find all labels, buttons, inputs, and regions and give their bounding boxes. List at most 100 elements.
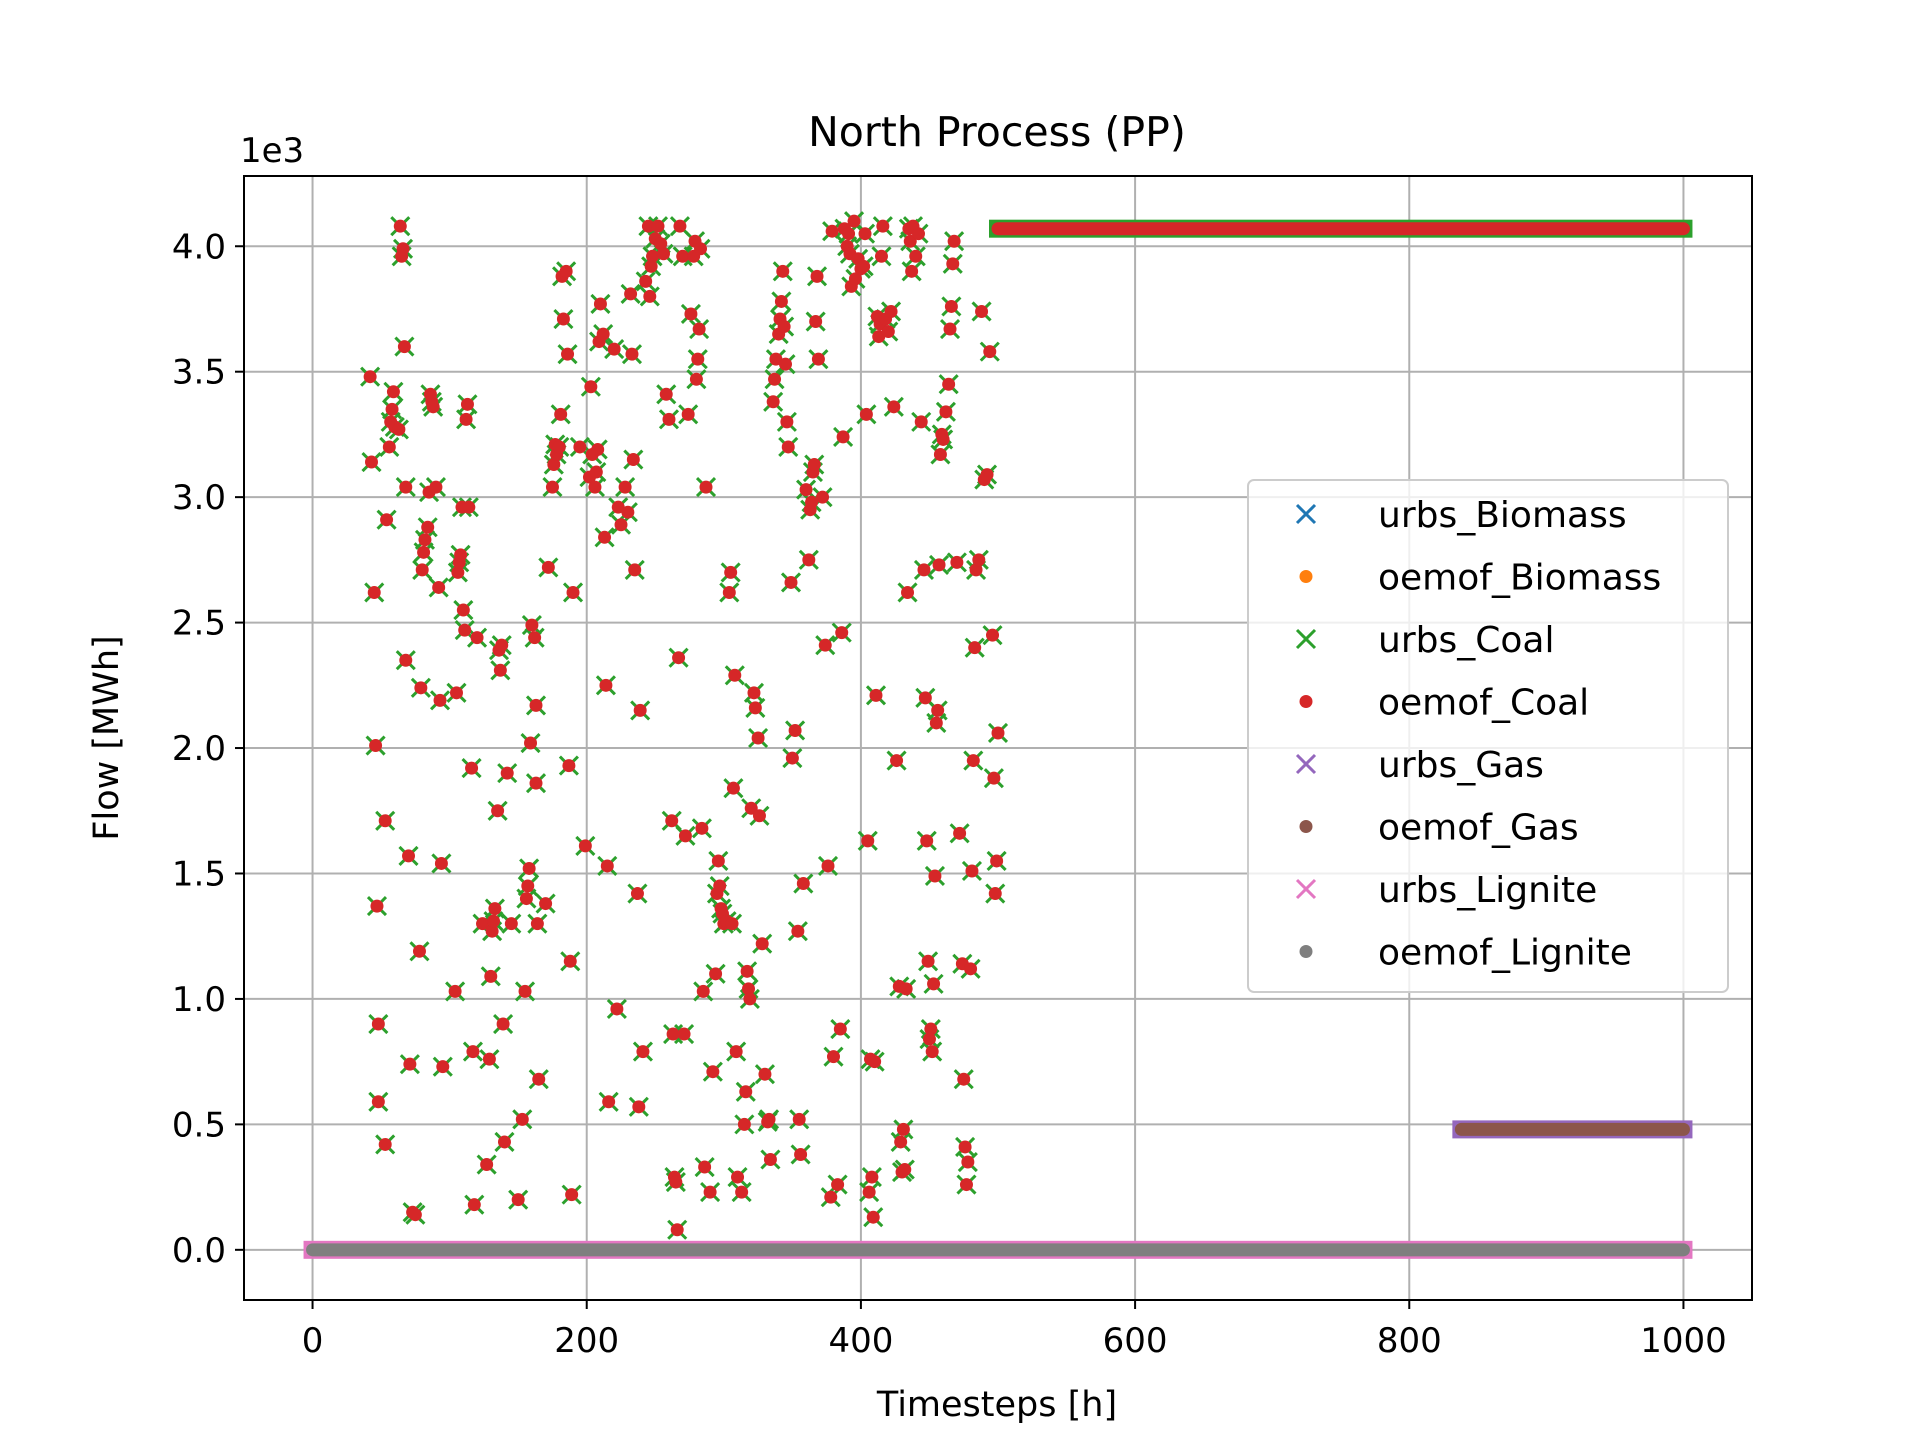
data-point (739, 1085, 753, 1099)
data-point (933, 447, 947, 461)
y-tick-label: 2.5 (172, 604, 226, 644)
data-point (552, 440, 566, 454)
data-point (788, 723, 802, 737)
data-point (578, 839, 592, 853)
data-point (588, 480, 602, 494)
data-point (504, 917, 518, 931)
data-point (393, 219, 407, 233)
data-point (810, 269, 824, 283)
chart-title: North Process (PP) (808, 108, 1186, 156)
data-point (614, 518, 628, 532)
data-point (676, 249, 690, 263)
data-point (421, 520, 435, 534)
data-point (921, 954, 935, 968)
series-oemof_Coal (363, 214, 1690, 1237)
data-point (728, 668, 742, 682)
data-point (371, 1017, 385, 1031)
data-point (947, 234, 961, 248)
data-point (589, 465, 603, 479)
data-point (946, 257, 960, 271)
data-point (740, 964, 754, 978)
data-point (364, 455, 378, 469)
data-point (432, 580, 446, 594)
data-point (865, 1170, 879, 1184)
data-point (748, 701, 762, 715)
data-point (831, 1178, 845, 1192)
data-point (969, 563, 983, 577)
data-point (487, 914, 501, 928)
data-point (961, 1155, 975, 1169)
data-point (703, 1185, 717, 1199)
legend-item: oemof_Lignite (1299, 933, 1632, 974)
data-point (482, 1052, 496, 1066)
data-point (554, 407, 568, 421)
data-point (722, 585, 736, 599)
data-point (600, 859, 614, 873)
data-point (630, 887, 644, 901)
data-point (518, 984, 532, 998)
x-tick-label: 600 (1103, 1321, 1168, 1361)
data-point (766, 395, 780, 409)
data-point (692, 322, 706, 336)
data-point (470, 631, 484, 645)
data-point (874, 249, 888, 263)
legend: urbs_Biomass oemof_Biomass urbs_Coal oemof_… (1247, 479, 1729, 993)
data-point (939, 405, 953, 419)
data-point (467, 1198, 481, 1212)
data-point (966, 754, 980, 768)
data-point (744, 801, 758, 815)
data-point-band (1454, 1122, 1690, 1136)
data-point (515, 1112, 529, 1126)
data-point (903, 234, 917, 248)
data-point (636, 1045, 650, 1059)
data-point (696, 984, 710, 998)
data-point (713, 879, 727, 893)
data-point (521, 879, 535, 893)
data-point (670, 1223, 684, 1237)
data-point (695, 821, 709, 835)
data-point (928, 869, 942, 883)
y-tick-label: 1.0 (172, 980, 226, 1020)
data-point (524, 736, 538, 750)
data-point (378, 814, 392, 828)
data-point (626, 453, 640, 467)
legend-item: urbs_Lignite (1295, 870, 1597, 911)
data-point (763, 1153, 777, 1166)
legend-label: urbs_Lignite (1378, 870, 1597, 911)
data-point (975, 304, 989, 318)
series-oemof_Gas (1454, 1122, 1690, 1136)
data-point (530, 917, 544, 931)
data-point (545, 480, 559, 494)
data-point (917, 563, 931, 577)
data-point (811, 352, 825, 366)
legend-label: oemof_Biomass (1378, 558, 1661, 599)
data-point (677, 1027, 691, 1041)
data-point (449, 686, 463, 700)
data-point (484, 969, 498, 983)
data-point (725, 917, 739, 931)
y-tick-label: 3.5 (172, 353, 226, 393)
data-point (493, 663, 507, 677)
data-point (953, 826, 967, 840)
data-point (363, 370, 377, 384)
legend-marker (1299, 695, 1313, 708)
data-point (689, 372, 703, 386)
data-point (847, 214, 861, 228)
data-point (396, 242, 410, 256)
data-point (909, 249, 923, 263)
data-point (380, 513, 394, 527)
data-point (610, 1002, 624, 1016)
data-point (987, 771, 1001, 785)
data-point (741, 982, 755, 996)
legend-label: urbs_Biomass (1378, 495, 1627, 536)
data-point (868, 1055, 882, 1069)
data-point (459, 412, 473, 426)
data-point (821, 859, 835, 873)
data-point (399, 480, 413, 494)
data-point (641, 219, 655, 233)
data-point (566, 585, 580, 599)
data-point (392, 422, 406, 436)
data-point (399, 653, 413, 667)
data-point (465, 761, 479, 775)
data-point (646, 249, 660, 263)
